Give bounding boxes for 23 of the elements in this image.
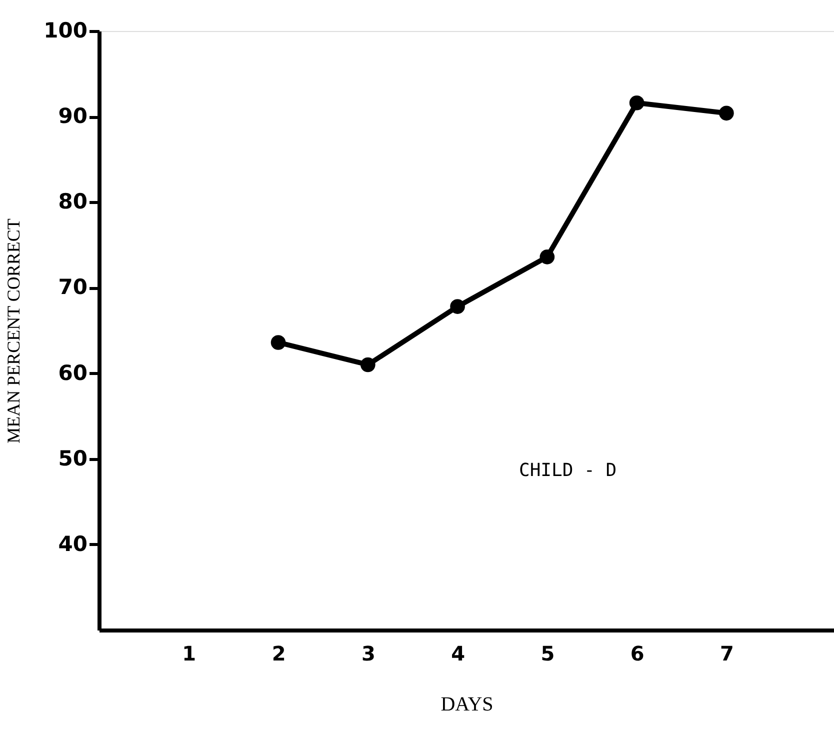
y-tick-label: 50 [58, 446, 88, 470]
x-axis-title: DAYS [440, 694, 494, 716]
point [270, 335, 286, 350]
x-tick-label: 1 [182, 642, 196, 666]
x-tick-label: 3 [361, 642, 376, 666]
point [629, 95, 644, 110]
point [719, 106, 734, 121]
point [360, 357, 376, 372]
point [450, 299, 465, 314]
y-tick-label: 70 [58, 275, 88, 300]
x-tick-label: 2 [272, 642, 286, 666]
x-tick-label: 5 [540, 642, 555, 666]
x-tick-label: 6 [630, 642, 644, 666]
y-axis-title: MEAN PERCENT CORRECT [4, 218, 24, 444]
point [540, 250, 555, 264]
y-tick-label: 90 [58, 104, 88, 128]
x-tick-label: 4 [451, 642, 465, 666]
x-tick-label: 7 [720, 642, 734, 666]
y-tick-label: 100 [44, 18, 88, 42]
y-tick-label: 80 [58, 190, 88, 214]
y-tick-label: 40 [58, 532, 88, 556]
y-tick-label: 60 [58, 360, 88, 385]
annotation: CHILD - D [519, 460, 617, 481]
